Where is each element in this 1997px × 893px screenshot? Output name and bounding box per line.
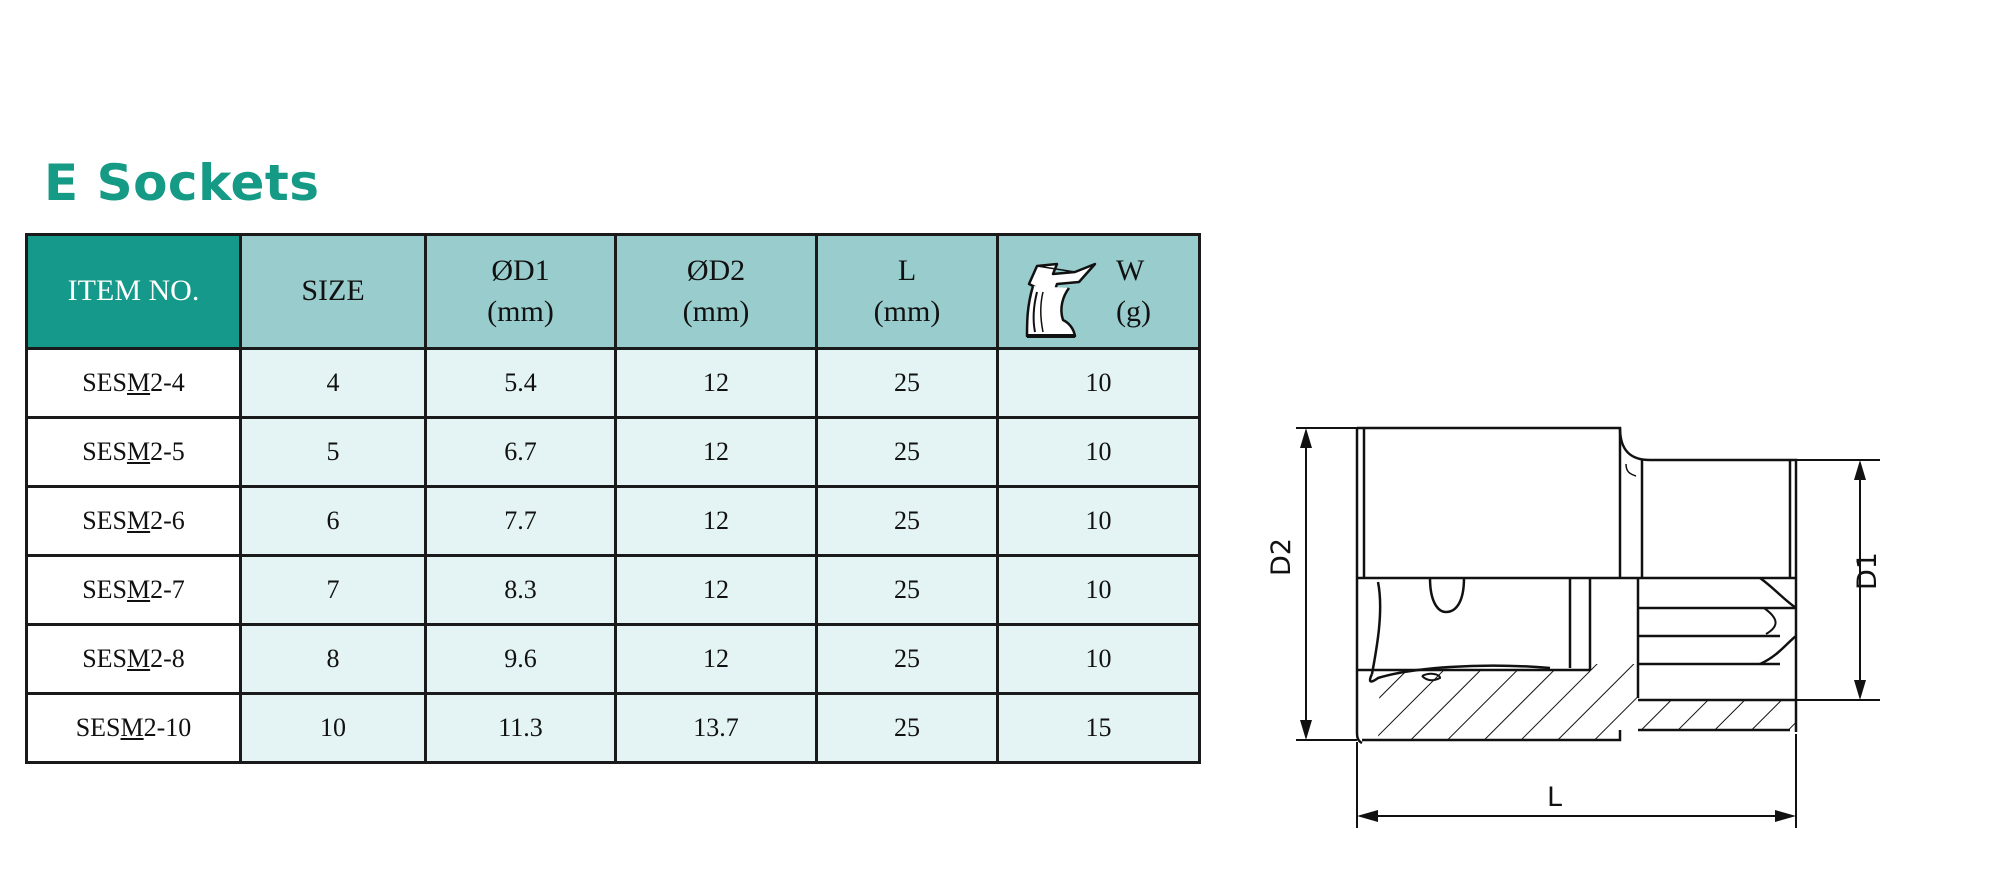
cell-l: 25 <box>815 347 999 419</box>
label-l: L <box>1547 782 1563 813</box>
cell-w: 10 <box>996 623 1201 695</box>
header-item-no: ITEM NO. <box>25 233 242 350</box>
cell-w: 10 <box>996 485 1201 557</box>
cell-size: 4 <box>239 347 427 419</box>
table-header-row: ITEM NO. SIZE ØD1 (mm) ØD2 (mm) L (mm) W (g) <box>25 233 1201 350</box>
cell-d2: 12 <box>614 554 818 626</box>
cell-size: 7 <box>239 554 427 626</box>
cell-d2: 13.7 <box>614 692 818 764</box>
table-row: SESM2-8 8 9.6 12 25 10 <box>25 623 1201 695</box>
spec-table: ITEM NO. SIZE ØD1 (mm) ØD2 (mm) L (mm) W (g)… <box>25 233 1201 764</box>
cell-w: 10 <box>996 416 1201 488</box>
table-row: SESM2-10 10 11.3 13.7 25 15 <box>25 692 1201 764</box>
cell-w: 15 <box>996 692 1201 764</box>
cell-d2: 12 <box>614 416 818 488</box>
cell-l: 25 <box>815 416 999 488</box>
cell-item-no: SESM2-10 <box>25 692 242 764</box>
cell-d2: 12 <box>614 347 818 419</box>
cell-item-no: SESM2-8 <box>25 623 242 695</box>
table-row: SESM2-4 4 5.4 12 25 10 <box>25 347 1201 419</box>
table-row: SESM2-7 7 8.3 12 25 10 <box>25 554 1201 626</box>
cell-l: 25 <box>815 623 999 695</box>
header-w: W (g) <box>996 233 1201 350</box>
cell-w: 10 <box>996 554 1201 626</box>
cell-item-no: SESM2-5 <box>25 416 242 488</box>
header-l: L (mm) <box>815 233 999 350</box>
cell-l: 25 <box>815 554 999 626</box>
cell-item-no: SESM2-4 <box>25 347 242 419</box>
cell-d2: 12 <box>614 623 818 695</box>
label-d1: D1 <box>1852 552 1883 590</box>
cell-l: 25 <box>815 485 999 557</box>
cell-d1: 6.7 <box>424 416 617 488</box>
cell-d2: 12 <box>614 485 818 557</box>
table-row: SESM2-6 6 7.7 12 25 10 <box>25 485 1201 557</box>
label-d2: D2 <box>1266 538 1297 576</box>
table-row: SESM2-5 5 6.7 12 25 10 <box>25 416 1201 488</box>
cell-item-no: SESM2-7 <box>25 554 242 626</box>
cell-l: 25 <box>815 692 999 764</box>
cell-size: 6 <box>239 485 427 557</box>
socket-drawing <box>1296 426 1880 828</box>
cell-d1: 7.7 <box>424 485 617 557</box>
scale-icon <box>1025 262 1097 338</box>
cell-size: 8 <box>239 623 427 695</box>
cell-item-no: SESM2-6 <box>25 485 242 557</box>
cell-d1: 8.3 <box>424 554 617 626</box>
cell-d1: 5.4 <box>424 347 617 419</box>
cell-size: 10 <box>239 692 427 764</box>
cell-d1: 9.6 <box>424 623 617 695</box>
cell-size: 5 <box>239 416 427 488</box>
header-size: SIZE <box>239 233 427 350</box>
cell-w: 10 <box>996 347 1201 419</box>
cell-d1: 11.3 <box>424 692 617 764</box>
header-d2: ØD2 (mm) <box>614 233 818 350</box>
header-d1: ØD1 (mm) <box>424 233 617 350</box>
page-title: E Sockets <box>44 154 320 212</box>
